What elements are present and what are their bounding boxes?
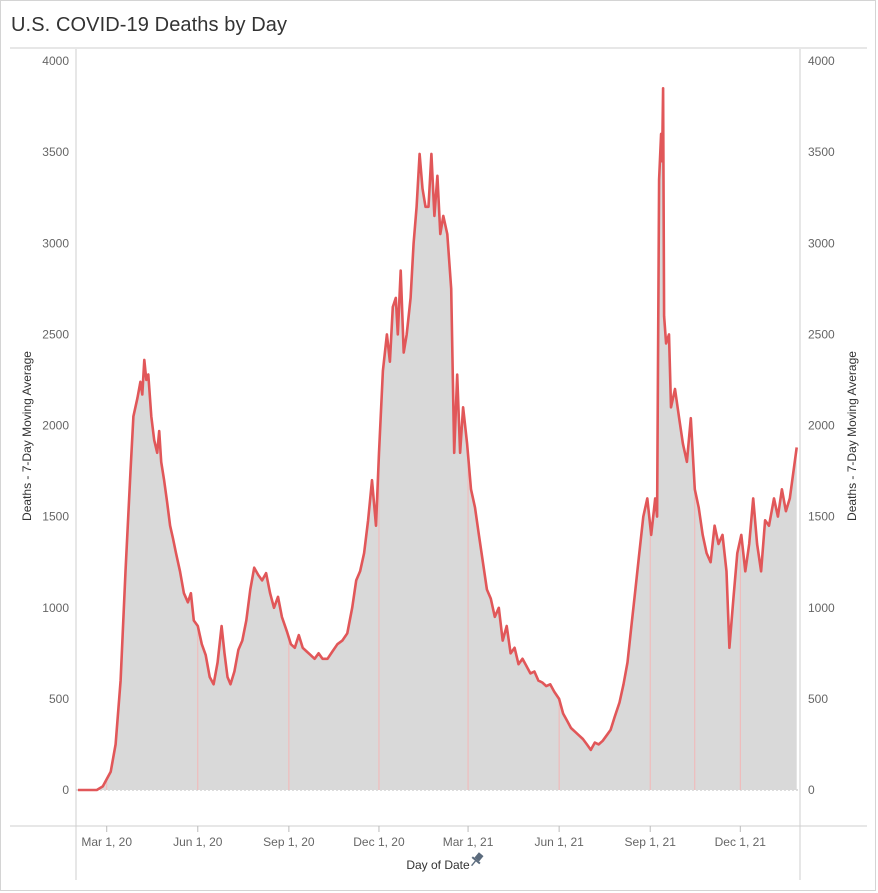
y-tick-label-right: 3000: [808, 236, 835, 250]
y-tick-label-right: 1000: [808, 601, 835, 615]
y-tick-label-right: 2500: [808, 327, 835, 341]
x-tick-label: Jun 1, 20: [173, 835, 223, 849]
y-tick-label-right: 500: [808, 692, 828, 706]
y-tick-label-left: 1000: [42, 601, 69, 615]
y-tick-label-left: 2500: [42, 327, 69, 341]
series-line[interactable]: [78, 87, 798, 792]
y-tick-label-left: 3500: [42, 145, 69, 159]
x-tick-label: Mar 1, 20: [81, 835, 132, 849]
y-axis-title-left: Deaths - 7-Day Moving Average: [20, 351, 34, 521]
x-tick-label: Jun 1, 21: [534, 835, 584, 849]
y-tick-label-left: 1500: [42, 510, 69, 524]
y-tick-label-left: 4000: [42, 54, 69, 68]
y-axis-title-right: Deaths - 7-Day Moving Average: [845, 351, 859, 521]
pin-icon[interactable]: [468, 851, 485, 869]
y-tick-label-right: 0: [808, 783, 815, 797]
x-tick-label: Mar 1, 21: [443, 835, 494, 849]
y-tick-label-right: 3500: [808, 145, 835, 159]
y-tick-label-left: 500: [49, 692, 69, 706]
y-tick-label-left: 0: [62, 783, 69, 797]
x-tick-label: Sep 1, 21: [625, 835, 677, 849]
y-tick-label-right: 1500: [808, 510, 835, 524]
y-tick-label-left: 3000: [42, 236, 69, 250]
y-tick-label-left: 2000: [42, 419, 69, 433]
y-tick-label-right: 2000: [808, 419, 835, 433]
x-tick-label: Dec 1, 21: [715, 835, 767, 849]
x-tick-label: Sep 1, 20: [263, 835, 315, 849]
y-tick-label-right: 4000: [808, 54, 835, 68]
series-area: [78, 88, 797, 791]
page-title: U.S. COVID-19 Deaths by Day: [11, 14, 288, 36]
x-tick-label: Dec 1, 20: [353, 835, 405, 849]
x-axis-title: Day of Date: [406, 858, 470, 872]
